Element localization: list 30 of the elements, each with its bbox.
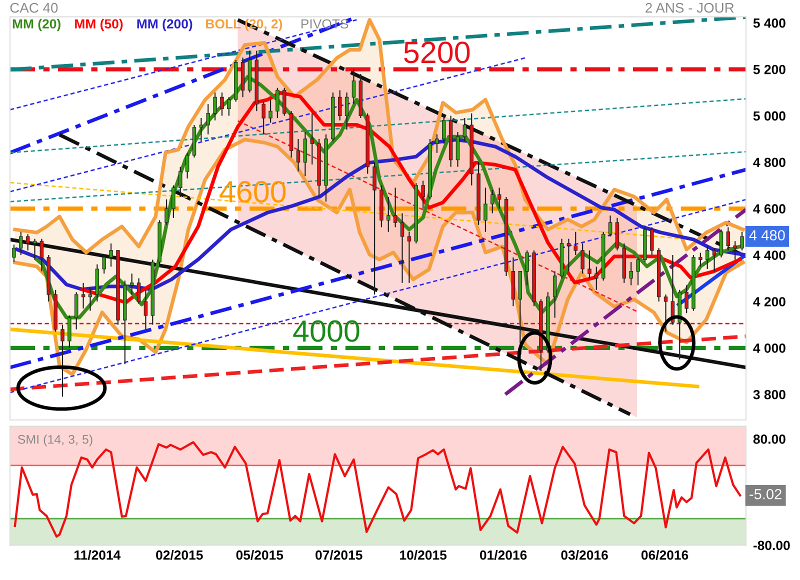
x-tick-label: 05/2015 [236, 550, 284, 560]
y-tick-label: 4 000 [753, 344, 786, 353]
annotation: 4 480 [749, 230, 785, 240]
x-tick-label: 03/2016 [561, 550, 608, 560]
x-tick-label: 01/2016 [480, 550, 527, 560]
x-tick-label: 07/2015 [316, 550, 362, 560]
ref-line-label: 5200 [404, 42, 470, 64]
y-tick-label: 80.00 [753, 434, 786, 444]
y-tick-label: 4 200 [753, 297, 786, 306]
y-tick-label: 5 000 [753, 111, 786, 121]
ref-line-label: 4000 [293, 320, 360, 342]
chart-subtitle: 2 ANS - JOUR [646, 2, 734, 13]
ref-line-label: 4600 [220, 180, 286, 203]
text: SMI (14, 3, 5) [18, 434, 92, 446]
y-tick-label: -80.00 [753, 540, 790, 550]
text: MM (50) [75, 18, 123, 32]
y-tick-label: 4 800 [753, 158, 786, 168]
text: MM (200) [137, 18, 192, 32]
y-tick-label: 4 400 [753, 250, 786, 260]
chart-title: CAC 40 [10, 2, 58, 13]
y-tick-label: 5 200 [753, 64, 786, 74]
x-tick-label: 10/2015 [400, 550, 447, 560]
text: MM (20) [12, 18, 60, 32]
x-tick-label: 02/2015 [156, 550, 203, 560]
annotation: -5.02 [750, 488, 782, 500]
x-tick-label: 06/2016 [641, 550, 688, 560]
y-tick-label: 3 800 [753, 390, 786, 400]
y-tick-label: 4 600 [753, 204, 786, 214]
x-tick-label: 11/2014 [74, 550, 121, 560]
y-tick-label: 5 400 [753, 18, 786, 28]
